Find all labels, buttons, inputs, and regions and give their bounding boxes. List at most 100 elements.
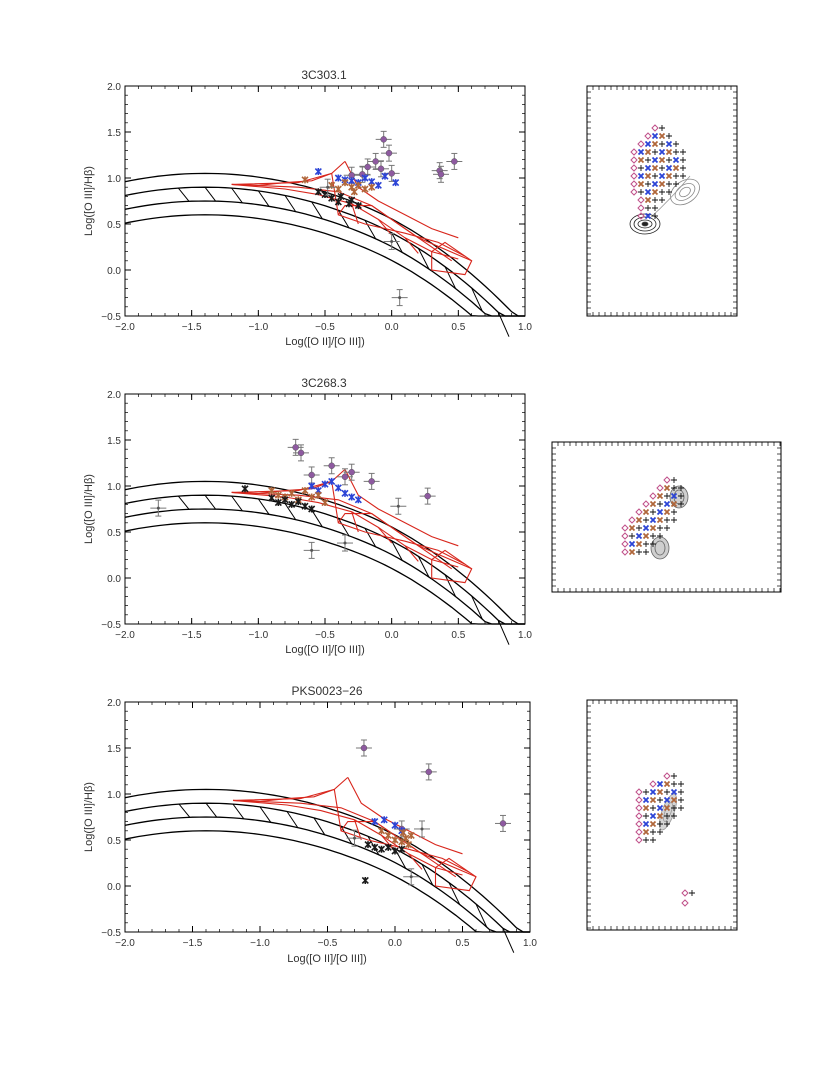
data-point (364, 163, 371, 171)
data-point (268, 494, 276, 502)
data-point (380, 136, 387, 143)
axis-ticks (124, 85, 526, 317)
shock-grid-line (232, 799, 463, 876)
map-point (652, 205, 658, 211)
data-point (391, 836, 399, 844)
map-point (678, 789, 684, 795)
map-point (651, 124, 659, 132)
map-point (658, 180, 666, 188)
map-point (621, 548, 629, 556)
data-point (368, 183, 376, 191)
map-frame (551, 441, 782, 593)
map-point (657, 501, 663, 507)
data-point (334, 185, 342, 193)
model-grid-line (177, 495, 190, 510)
map-point (635, 828, 643, 836)
data-point (360, 744, 368, 752)
data-point (424, 492, 431, 500)
map-point (665, 148, 673, 156)
map-point (656, 804, 664, 812)
map-point (649, 812, 657, 820)
map-point (664, 813, 670, 819)
map-point (652, 173, 658, 179)
map-point (621, 540, 629, 548)
map-point (644, 172, 652, 180)
x-tick-label: 0.5 (456, 938, 470, 949)
map-point (644, 164, 652, 172)
map-point (671, 813, 677, 819)
shock-grid-line (331, 173, 466, 257)
radio-contours (629, 175, 700, 235)
model-curve (124, 508, 525, 625)
model-grid-line (231, 495, 243, 512)
map-point (663, 804, 671, 812)
map-point (657, 829, 663, 835)
map-point (628, 524, 636, 532)
map-point (666, 181, 672, 187)
model-curve (124, 200, 525, 317)
map-point (670, 788, 678, 796)
shock-grid-line (434, 857, 477, 892)
map-point (650, 541, 656, 547)
map-point (630, 148, 638, 156)
map-point (644, 132, 652, 140)
contour (633, 216, 657, 232)
data-point (391, 847, 399, 855)
data-point (437, 171, 445, 178)
y-tick-label: 1.0 (107, 174, 121, 185)
map-point (650, 509, 656, 515)
map-point (645, 205, 651, 211)
panel-3: PKS0023−26 −2.0 −1.5 −1.0 −0.5 0.0 0.5 1.0 −0.5… (83, 684, 537, 965)
map-point (664, 493, 670, 499)
y-axis-label: Log([O III]/Hβ) (83, 166, 95, 236)
map-point (643, 789, 649, 795)
data-point (420, 827, 424, 831)
panel-2: 3C268.3 −2.0 −1.5 −1.0 −0.5 0.0 0.5 1.0 −0.5 0.0… (83, 376, 532, 656)
model-grid-line (205, 802, 218, 818)
model-curve (124, 494, 525, 625)
chart-title: PKS0023−26 (291, 684, 362, 698)
x-tick-label: −0.5 (315, 322, 335, 333)
map-point (637, 204, 645, 212)
model-grid-line (284, 195, 297, 212)
model-grid-line (475, 903, 488, 928)
model-grid-line (497, 312, 510, 337)
map-point (666, 133, 672, 139)
contour (637, 219, 653, 229)
map-point (651, 156, 659, 164)
shock-grid-line (337, 513, 472, 570)
data-point (361, 876, 369, 885)
map-point (658, 132, 666, 140)
map-point (642, 524, 650, 532)
x-tick-label: −0.5 (315, 630, 335, 641)
data-point (348, 493, 356, 501)
contour (654, 540, 666, 556)
shock-grid-line (231, 172, 332, 186)
data-point (381, 172, 389, 180)
data-point (297, 449, 305, 457)
model-grid-line (448, 882, 461, 905)
data-point (288, 500, 296, 508)
shock-model-grid (231, 160, 473, 276)
data-point (328, 462, 335, 470)
model-grid-line (257, 190, 270, 207)
map-point (678, 805, 684, 811)
map-point (680, 173, 686, 179)
spatial-map-1 (586, 85, 738, 317)
data-point (328, 194, 336, 202)
map-point (643, 517, 649, 523)
map-point (651, 180, 659, 188)
data-point (314, 167, 322, 176)
y-tick-label: 2.0 (107, 82, 121, 93)
data-point (350, 188, 358, 196)
model-grid-line (417, 248, 430, 270)
data-point (274, 498, 282, 507)
x-tick-label: 1.0 (518, 322, 532, 333)
x-axis-label: Log([O II]/[O III]) (287, 953, 366, 965)
map-point (644, 148, 652, 156)
map-point (678, 781, 684, 787)
model-curve (124, 214, 525, 317)
map-point (656, 812, 664, 820)
x-tick-label: −1.0 (248, 322, 268, 333)
y-tick-label: 0.0 (107, 882, 121, 893)
